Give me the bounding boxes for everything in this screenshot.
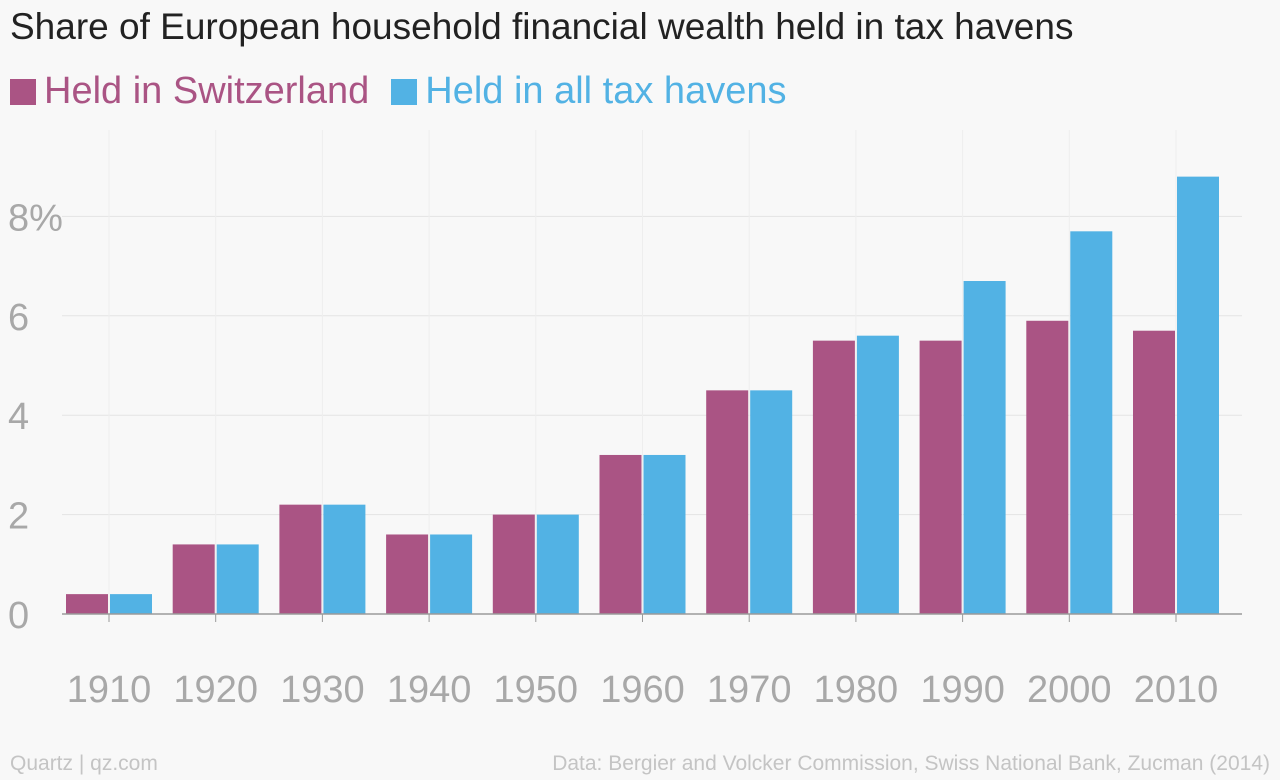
bar-switzerland-1950 xyxy=(492,514,535,614)
bar-switzerland-2010 xyxy=(1133,330,1175,614)
y-tick-label: 0 xyxy=(8,595,29,637)
x-tick-label: 1910 xyxy=(67,669,152,711)
legend-label-switzerland: Held in Switzerland xyxy=(44,70,370,112)
bar-all-havens-1930 xyxy=(323,504,366,614)
bar-all-havens-1980 xyxy=(856,335,899,614)
bar-switzerland-1960 xyxy=(599,454,642,614)
bar-all-havens-1970 xyxy=(750,390,793,614)
legend: Held in Switzerland Held in all tax have… xyxy=(10,70,808,113)
bar-switzerland-2000 xyxy=(1026,320,1069,614)
bar-all-havens-1940 xyxy=(430,534,473,614)
bar-all-havens-1920 xyxy=(216,544,259,614)
bar-switzerland-1940 xyxy=(386,534,429,614)
bar-switzerland-1970 xyxy=(706,390,749,614)
bar-all-havens-1950 xyxy=(536,514,579,614)
x-tick-label: 2010 xyxy=(1134,669,1219,711)
legend-item-all-havens: Held in all tax havens xyxy=(391,70,786,113)
x-tick-label: 1980 xyxy=(814,669,899,711)
y-tick-label: 4 xyxy=(8,396,29,438)
bar-switzerland-1920 xyxy=(172,544,215,614)
y-tick-label: 6 xyxy=(8,297,29,339)
bar-switzerland-1990 xyxy=(919,340,962,614)
legend-swatch-all-havens xyxy=(391,78,418,105)
x-tick-label: 1970 xyxy=(707,669,792,711)
x-tick-label: 1940 xyxy=(387,669,472,711)
bar-all-havens-1960 xyxy=(643,454,686,614)
legend-label-all-havens: Held in all tax havens xyxy=(425,70,787,112)
bar-switzerland-1910 xyxy=(66,594,108,614)
bar-switzerland-1930 xyxy=(279,504,322,614)
x-tick-label: 1920 xyxy=(173,669,258,711)
bar-all-havens-2010 xyxy=(1177,176,1219,614)
bar-all-havens-1910 xyxy=(110,594,152,614)
bar-all-havens-2000 xyxy=(1070,231,1113,614)
x-tick-label: 1960 xyxy=(600,669,685,711)
bar-switzerland-1980 xyxy=(812,340,855,614)
y-tick-label: 2 xyxy=(8,496,29,538)
x-tick-label: 1990 xyxy=(920,669,1005,711)
chart-title: Share of European household financial we… xyxy=(10,6,1074,47)
x-tick-label: 1930 xyxy=(280,669,365,711)
x-tick-label: 2000 xyxy=(1027,669,1112,711)
footer-credit: Quartz | qz.com xyxy=(10,752,158,775)
bar-all-havens-1990 xyxy=(963,281,1006,614)
legend-item-switzerland: Held in Switzerland xyxy=(10,70,369,113)
y-tick-label: 8% xyxy=(8,197,63,239)
footer-source: Data: Bergier and Volcker Commission, Sw… xyxy=(552,752,1270,775)
legend-swatch-switzerland xyxy=(10,78,36,105)
x-tick-label: 1950 xyxy=(494,669,579,711)
